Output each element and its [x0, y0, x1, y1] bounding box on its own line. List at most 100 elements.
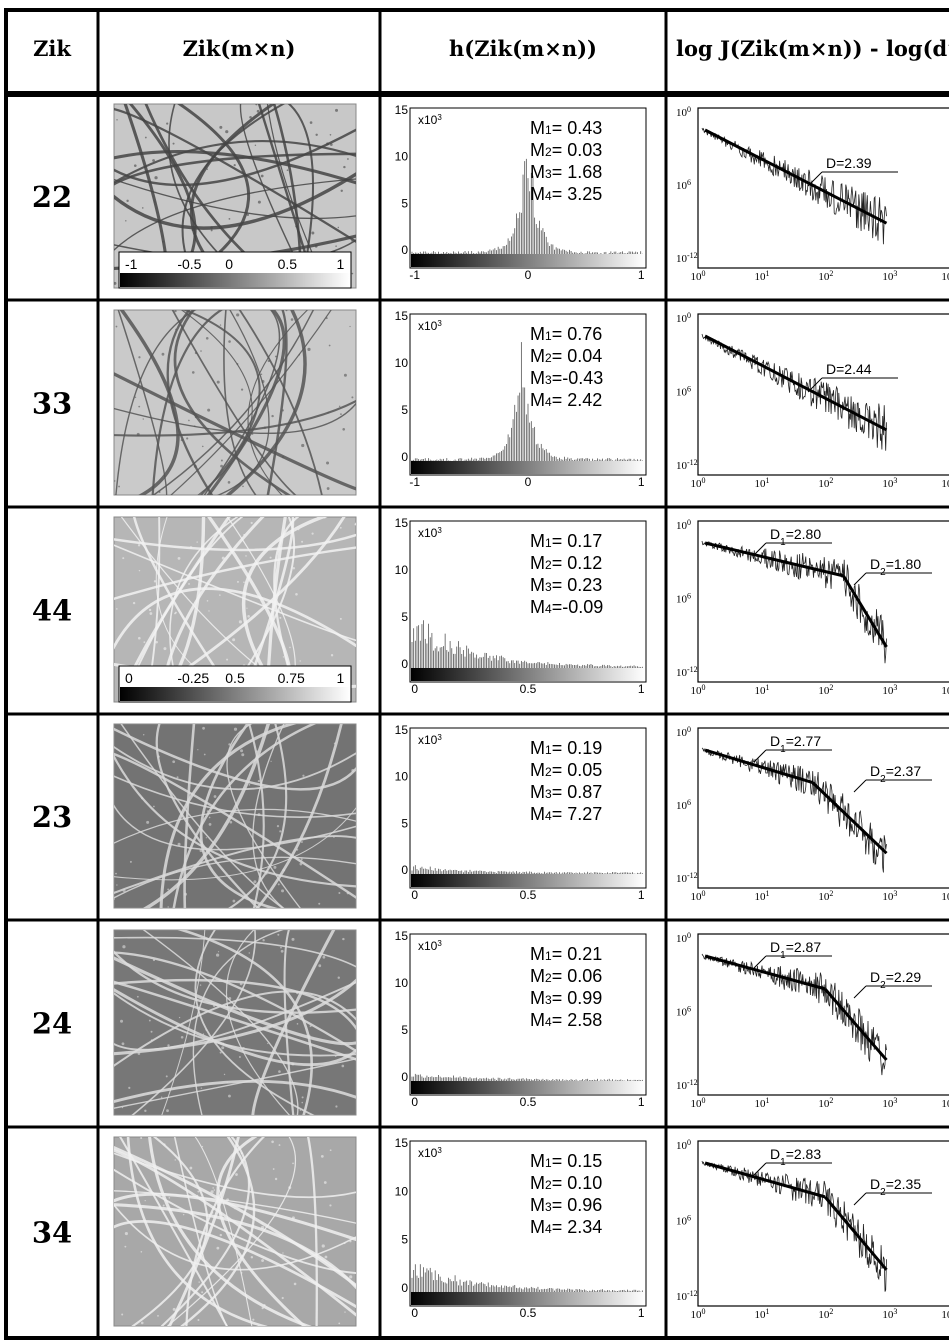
histogram-gray-strip	[411, 874, 645, 887]
zik-label: 23	[32, 800, 72, 834]
fractal-dimension-label: D=2.44	[826, 361, 872, 377]
colorbar-tick: -0.5	[177, 256, 201, 272]
fractal-dimension-label: D1=2.80	[770, 526, 821, 548]
histogram-y-tick: 10	[395, 150, 409, 164]
colorbar-tick: -0.25	[177, 670, 209, 686]
spectrum-y-tick: 10-12	[676, 251, 698, 266]
colorbar-tick: 0	[125, 670, 133, 686]
spectrum-x-tick: 103	[882, 476, 897, 491]
spectrum-x-tick: 101	[754, 889, 769, 904]
spectrum-x-tick: 103	[882, 1096, 897, 1111]
spectrum-fit-line-2	[823, 987, 888, 1061]
spectrum-y-tick: 10-12	[676, 458, 698, 473]
spectrum-y-tick: 106	[676, 798, 691, 813]
histogram-y-tick: 10	[395, 976, 409, 990]
moment-label: M2= 0.06	[530, 966, 602, 986]
zik-label: 22	[32, 180, 72, 214]
moment-label: M4= 2.42	[530, 390, 602, 410]
moment-label: M1= 0.21	[530, 944, 602, 964]
histogram-scale-label: x103	[418, 733, 442, 748]
fractal-dimension-label: D2=2.29	[870, 969, 921, 991]
histogram-y-tick: 5	[401, 816, 408, 830]
histogram-bars	[411, 342, 643, 461]
texture-image: -1 -0.5 0 0.5 1	[113, 103, 357, 289]
histogram-x-tick: 0.5	[520, 1306, 537, 1320]
moment-label: M2= 0.03	[530, 140, 602, 160]
spectrum-x-tick: 100	[691, 1307, 706, 1322]
colorbar-tick: 0.5	[278, 256, 298, 272]
table-frame	[4, 8, 949, 1340]
histogram-scale-label: x103	[418, 939, 442, 954]
spectrum-x-tick: 104	[941, 1096, 949, 1111]
spectrum-x-tick: 101	[754, 683, 769, 698]
histogram-x-tick: -1	[409, 475, 420, 489]
spectrum-y-tick: 10-12	[676, 1078, 698, 1093]
spectrum-chart: 100 106 10-12 100 101 102 103 104 D=2.44	[676, 311, 949, 491]
spectrum-fit-line-2	[842, 575, 888, 648]
spectrum-x-tick: 101	[754, 476, 769, 491]
spectrum-y-tick: 106	[676, 1213, 691, 1228]
table-header-row: Zik Zik(m×n) h(Zik(m×n)) log J(Zik(m×n))…	[33, 36, 949, 61]
label-leader	[753, 749, 767, 763]
spectrum-fit-line-1	[704, 954, 826, 991]
label-leader	[753, 542, 767, 556]
histogram-axes	[409, 1140, 647, 1307]
moment-label: M1= 0.17	[530, 531, 602, 551]
spectrum-fit-line-1	[704, 541, 844, 578]
moment-label: M1= 0.43	[530, 118, 602, 138]
spectrum-fit-line-1	[704, 748, 814, 785]
histogram-x-tick: 1	[638, 1095, 645, 1109]
header-spectrum: log J(Zik(m×n)) - log(d⁻¹)	[676, 36, 949, 61]
spectrum-y-tick: 106	[676, 1004, 691, 1019]
moment-label: M4= 7.27	[530, 804, 602, 824]
histogram-y-tick: 10	[395, 356, 409, 370]
zik-label: 44	[32, 594, 72, 628]
spectrum-x-tick: 101	[754, 269, 769, 284]
histogram-y-tick: 15	[395, 929, 409, 943]
moment-label: M3= 0.99	[530, 988, 602, 1008]
spectrum-x-tick: 103	[882, 683, 897, 698]
colorbar-tick: -1	[125, 256, 138, 272]
spectrum-x-tick: 102	[818, 476, 833, 491]
histogram-bars	[411, 1073, 643, 1081]
spectrum-curve	[701, 953, 887, 1076]
zik-label: 34	[32, 1216, 72, 1250]
label-leader	[807, 171, 823, 187]
histogram-y-tick: 5	[401, 196, 408, 210]
histogram-x-tick: 0	[411, 1306, 418, 1320]
label-leader	[853, 1192, 867, 1206]
spectrum-fit-line-2	[823, 1195, 888, 1271]
colorbar-tick: 1	[336, 256, 344, 272]
histogram-y-tick: 5	[401, 610, 408, 624]
histogram-bars	[411, 620, 643, 668]
moment-label: M4= 2.58	[530, 1010, 602, 1030]
spectrum-chart: 100 106 10-12 100 101 102 103 104 D1=2.87 D2=2.29	[676, 931, 949, 1111]
histogram-y-tick: 0	[401, 1070, 408, 1084]
moment-label: M3=-0.43	[530, 368, 603, 388]
spectrum-y-tick: 100	[676, 1138, 691, 1153]
histogram-x-tick: 0	[411, 682, 418, 696]
histogram-scale-label: x103	[418, 319, 442, 334]
histogram-axes	[409, 727, 647, 889]
spectrum-x-tick: 100	[691, 889, 706, 904]
spectrum-x-tick: 100	[691, 1096, 706, 1111]
spectrum-fit-line-2	[811, 781, 888, 855]
texture-image	[113, 723, 357, 909]
spectrum-x-tick: 104	[941, 889, 949, 904]
spectrum-x-tick: 103	[882, 1307, 897, 1322]
histogram-x-tick: -1	[409, 268, 420, 282]
spectrum-x-tick: 101	[754, 1096, 769, 1111]
histogram-y-tick: 5	[401, 1023, 408, 1037]
spectrum-x-tick: 102	[818, 269, 833, 284]
fractal-dimension-label: D2=2.37	[870, 763, 921, 785]
spectrum-x-tick: 100	[691, 683, 706, 698]
